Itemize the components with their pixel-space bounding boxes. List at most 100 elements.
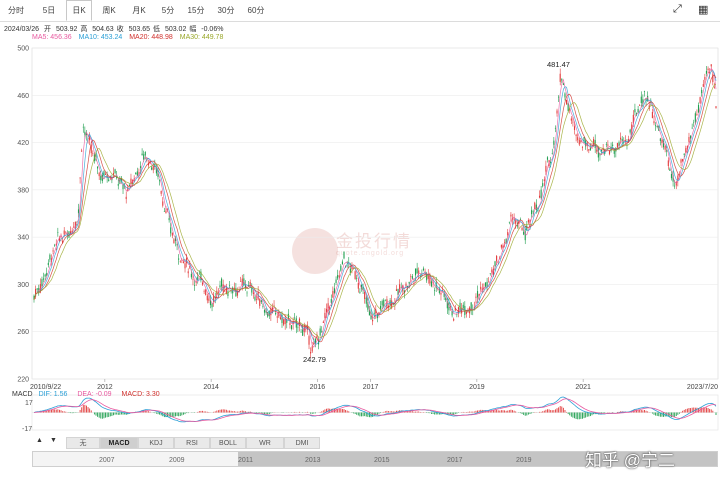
candle-body xyxy=(604,149,606,155)
tab-daily-k[interactable]: 日K xyxy=(66,0,92,21)
high-value: 504.63 xyxy=(92,26,114,33)
expand-icon[interactable]: ⤢ xyxy=(673,3,682,15)
tab-5day[interactable]: 5日 xyxy=(42,6,56,15)
candle-body xyxy=(332,291,334,298)
candle-body xyxy=(496,255,498,262)
candle-body xyxy=(556,110,558,114)
candle-body xyxy=(434,289,436,291)
candle-body xyxy=(465,311,467,314)
candle-body xyxy=(675,181,677,186)
nav-year-2007: 2007 xyxy=(99,457,115,464)
candle-body xyxy=(704,77,706,80)
candle-body xyxy=(42,278,45,280)
candle-body xyxy=(62,240,64,244)
indicator-tab-boll[interactable]: BOLL xyxy=(210,437,246,449)
candle-body xyxy=(74,221,76,228)
candle-body xyxy=(219,285,221,288)
nav-year-2019: 2019 xyxy=(516,457,532,464)
tab-60min[interactable]: 60分 xyxy=(247,6,265,15)
candle-body xyxy=(171,232,173,236)
candle-body xyxy=(569,109,571,111)
arrow-down-icon[interactable]: ▼ xyxy=(50,437,57,444)
candle-body xyxy=(33,295,35,300)
candle-body xyxy=(330,299,332,303)
candle-body xyxy=(513,218,515,220)
macd-dif: DIF: 1.56 xyxy=(38,391,68,398)
candle-body xyxy=(178,258,180,260)
candle-body xyxy=(365,297,367,304)
change-label: 幅 xyxy=(189,26,197,33)
candle-body xyxy=(200,271,202,280)
candle-body xyxy=(279,317,281,319)
candle-body xyxy=(335,279,337,283)
candle-body xyxy=(100,176,102,181)
indicator-tab-none[interactable]: 无 xyxy=(66,437,100,449)
indicator-tab-macd[interactable]: MACD xyxy=(100,437,138,449)
candle-body xyxy=(459,302,461,310)
candle-body xyxy=(189,265,191,268)
nav-year-2015: 2015 xyxy=(374,457,390,464)
candle-body xyxy=(383,299,385,307)
ma30-label: MA30: 449.78 xyxy=(179,34,224,41)
candle-body xyxy=(626,144,628,146)
candle-body xyxy=(270,308,272,316)
ma5-label: MA5: 456.36 xyxy=(32,34,72,41)
tab-15min[interactable]: 15分 xyxy=(187,6,205,15)
candle-body xyxy=(615,148,617,152)
tab-monthly-k[interactable]: 月K xyxy=(132,6,146,15)
candle-body xyxy=(559,73,561,82)
close-label: 收 xyxy=(116,26,124,33)
navigator-window[interactable] xyxy=(238,452,717,466)
candle-body xyxy=(155,168,157,174)
indicator-tab-wr[interactable]: WR xyxy=(246,437,284,449)
candle-body xyxy=(49,254,51,260)
open-value: 503.92 xyxy=(55,26,78,33)
indicator-tab-dmi[interactable]: DMI xyxy=(284,437,320,449)
candle-body xyxy=(526,225,528,231)
candle-body xyxy=(370,312,372,320)
candle-body xyxy=(333,288,336,294)
candle-body xyxy=(440,292,442,295)
ma5-line xyxy=(33,67,717,348)
candle-body xyxy=(643,91,646,92)
tab-minute[interactable]: 分时 xyxy=(8,6,24,15)
candle-body xyxy=(287,313,289,319)
tab-5min[interactable]: 5分 xyxy=(161,6,175,15)
plot-frame xyxy=(31,47,719,380)
candle-body xyxy=(205,289,207,296)
candle-body xyxy=(473,307,475,309)
candle-body xyxy=(128,185,130,186)
tab-30min[interactable]: 30分 xyxy=(217,6,235,15)
candle-body xyxy=(362,286,364,290)
macd-legend: MACD DIF: 1.56 DEA: -0.09 MACD: 3.30 xyxy=(12,391,160,398)
range-navigator[interactable]: 2007 2009 2011 2013 2015 2017 2019 xyxy=(32,451,718,467)
indicator-tab-kdj[interactable]: KDJ xyxy=(138,437,174,449)
candle-body xyxy=(114,169,116,173)
indicator-tab-rsi[interactable]: RSI xyxy=(174,437,210,449)
candle-body xyxy=(356,277,358,279)
grid-icon[interactable]: ▦ xyxy=(698,4,709,16)
candle-body xyxy=(352,267,355,269)
candle-body xyxy=(616,143,618,148)
candle-body xyxy=(524,231,526,241)
candle-body xyxy=(497,261,499,263)
candle-body xyxy=(507,232,509,236)
low-label: 低 xyxy=(152,26,160,33)
candle-body xyxy=(597,148,599,158)
candle-body xyxy=(680,159,682,163)
candle-body xyxy=(591,143,593,145)
arrow-up-icon[interactable]: ▲ xyxy=(36,437,43,444)
candle-body xyxy=(174,237,177,241)
ma20-line xyxy=(33,74,717,343)
macd-dif-line xyxy=(33,396,717,423)
tab-weekly-k[interactable]: 周K xyxy=(102,6,116,15)
candle-body xyxy=(664,146,666,150)
candle-body xyxy=(313,342,315,345)
candle-body xyxy=(483,287,485,290)
candle-body xyxy=(414,268,417,276)
candle-body xyxy=(122,184,124,190)
x-tick-label: 2017 xyxy=(363,384,379,391)
candle-body xyxy=(216,290,218,296)
open-label: 开 xyxy=(44,26,51,33)
